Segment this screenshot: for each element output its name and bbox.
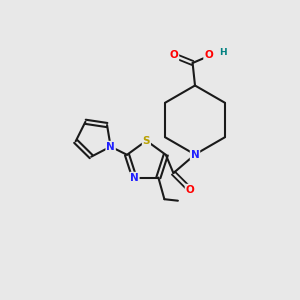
Text: H: H: [219, 48, 226, 57]
Text: S: S: [143, 136, 150, 146]
Text: O: O: [185, 184, 194, 195]
Text: O: O: [204, 50, 213, 61]
Text: N: N: [130, 172, 139, 183]
Text: N: N: [190, 149, 200, 160]
Text: O: O: [169, 50, 178, 61]
Text: N: N: [106, 142, 115, 152]
